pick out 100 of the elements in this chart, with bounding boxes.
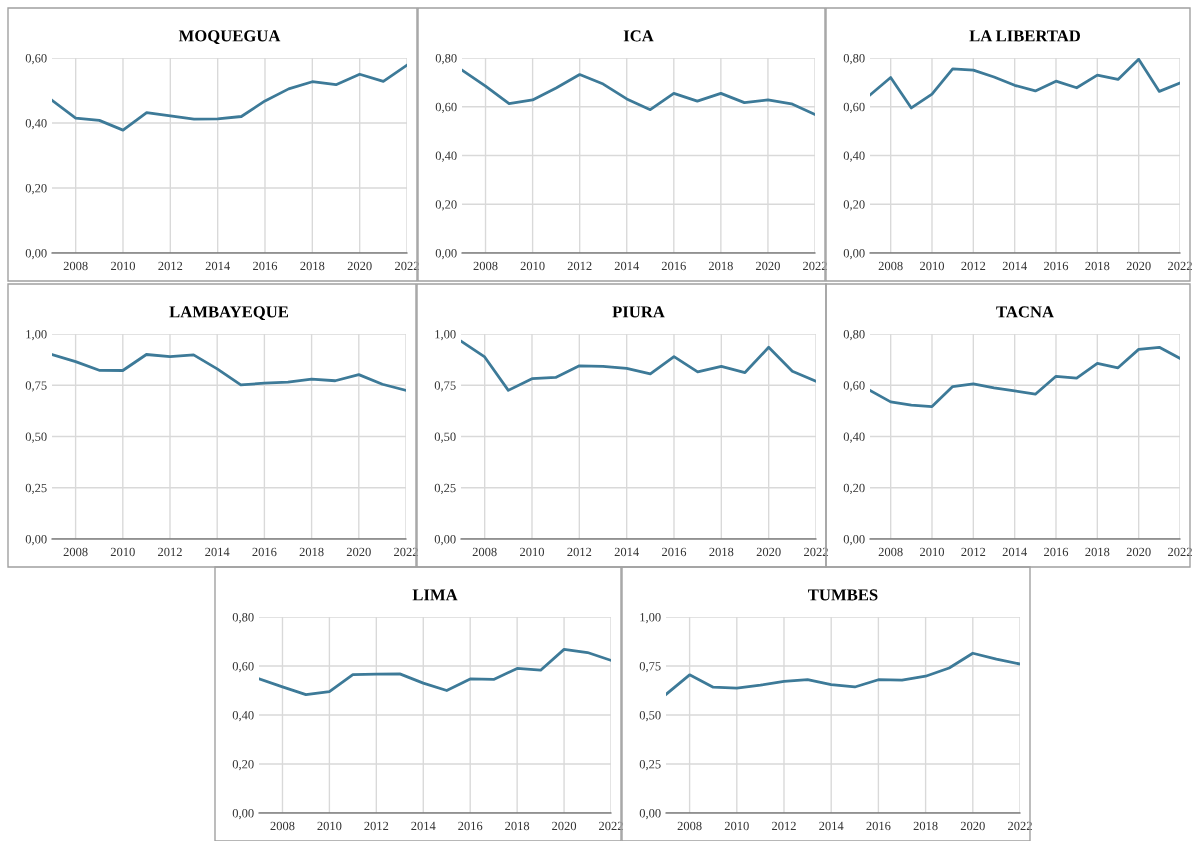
y-tick-label: 0,50 bbox=[639, 711, 661, 722]
y-tick-label: 0,00 bbox=[232, 809, 254, 820]
y-tick-label: 0,40 bbox=[232, 711, 254, 722]
x-tick-label: 2020 bbox=[755, 261, 780, 271]
y-tick-label: 0,75 bbox=[25, 381, 47, 392]
x-tick-label: 2008 bbox=[878, 547, 903, 557]
y-tick-label: 0,60 bbox=[435, 102, 457, 114]
x-tick-label: 2012 bbox=[364, 821, 389, 831]
y-tick-label: 1,00 bbox=[26, 330, 47, 341]
x-tick-label: 2012 bbox=[158, 547, 182, 557]
x-tick-label: 2012 bbox=[961, 261, 986, 271]
x-tick-label: 2020 bbox=[347, 261, 372, 271]
x-tick-label: 2008 bbox=[473, 261, 498, 271]
chart-title: MOQUEGUA bbox=[178, 30, 281, 45]
x-tick-label: 2012 bbox=[772, 821, 796, 831]
x-tick-label: 2018 bbox=[505, 821, 530, 831]
y-tick-label: 0,20 bbox=[843, 483, 865, 495]
y-tick-label: 0,75 bbox=[434, 381, 456, 392]
chart-title: TUMBES bbox=[808, 589, 878, 601]
y-tick-label: 0,00 bbox=[843, 249, 865, 260]
line-series bbox=[259, 647, 611, 697]
x-tick-label: 2018 bbox=[708, 261, 733, 271]
x-tick-label: 2014 bbox=[205, 261, 230, 271]
y-tick-label: 0,60 bbox=[232, 662, 254, 673]
line-series bbox=[870, 345, 1180, 408]
x-tick-label: 2012 bbox=[567, 547, 592, 557]
x-tick-label: 2010 bbox=[111, 261, 136, 271]
y-tick-label: 0,00 bbox=[25, 535, 47, 546]
x-tick-label: 2010 bbox=[317, 821, 342, 831]
x-tick-label: 2018 bbox=[300, 261, 325, 271]
x-tick-label: 2016 bbox=[1044, 547, 1069, 557]
y-tick-label: 0,60 bbox=[843, 102, 865, 114]
x-tick-label: 2020 bbox=[552, 821, 577, 831]
line-series bbox=[462, 68, 815, 116]
chart-title: PIURA bbox=[612, 306, 665, 318]
x-tick-label: 2014 bbox=[614, 261, 640, 271]
x-tick-label: 2022 bbox=[1168, 261, 1192, 271]
x-tick-label: 2010 bbox=[520, 547, 545, 557]
line-series bbox=[52, 353, 406, 392]
y-tick-label: 1,00 bbox=[435, 330, 456, 341]
y-tick-label: 0,20 bbox=[232, 760, 254, 771]
y-tick-label: 0,00 bbox=[25, 249, 47, 260]
x-tick-label: 2020 bbox=[346, 547, 371, 557]
y-tick-label: 0,75 bbox=[639, 662, 661, 673]
x-tick-label: 2022 bbox=[1168, 547, 1192, 557]
x-tick-label: 2010 bbox=[920, 261, 945, 271]
x-tick-label: 2016 bbox=[252, 547, 277, 557]
y-tick-label: 0,00 bbox=[639, 809, 661, 820]
y-tick-label: 0,50 bbox=[434, 432, 456, 443]
chart-title: TACNA bbox=[996, 306, 1054, 318]
x-tick-label: 2020 bbox=[960, 821, 985, 831]
y-tick-label: 0,40 bbox=[25, 119, 47, 130]
y-tick-label: 0,80 bbox=[843, 330, 865, 341]
x-tick-label: 2020 bbox=[1126, 261, 1151, 271]
y-tick-label: 0,40 bbox=[843, 432, 865, 443]
y-tick-label: 0,00 bbox=[434, 535, 456, 546]
x-tick-label: 2014 bbox=[1002, 547, 1027, 557]
x-tick-label: 2016 bbox=[866, 821, 891, 831]
x-tick-label: 2018 bbox=[709, 547, 734, 557]
y-tick-label: 0,40 bbox=[843, 151, 865, 162]
x-tick-label: 2018 bbox=[1085, 261, 1110, 271]
x-tick-label: 2008 bbox=[270, 821, 295, 831]
x-tick-label: 2014 bbox=[411, 821, 436, 831]
y-tick-label: 1,00 bbox=[640, 613, 661, 624]
y-tick-label: 0,25 bbox=[639, 760, 661, 771]
x-tick-label: 2020 bbox=[756, 547, 781, 557]
x-tick-label: 2014 bbox=[205, 547, 230, 557]
x-tick-label: 2022 bbox=[803, 261, 827, 271]
line-series bbox=[461, 339, 816, 392]
x-tick-label: 2010 bbox=[110, 547, 135, 557]
x-tick-label: 2008 bbox=[677, 821, 702, 831]
x-tick-label: 2014 bbox=[819, 821, 844, 831]
x-tick-label: 2022 bbox=[804, 547, 828, 557]
x-tick-label: 2016 bbox=[661, 261, 686, 271]
y-tick-label: 0,50 bbox=[25, 432, 47, 443]
y-tick-label: 0,00 bbox=[843, 535, 865, 546]
chart-title: LA LIBERTAD bbox=[969, 30, 1081, 42]
x-tick-label: 2012 bbox=[567, 261, 592, 271]
line-series bbox=[52, 63, 407, 132]
chart-title: ICA bbox=[623, 30, 654, 42]
y-tick-label: 0,80 bbox=[435, 54, 457, 65]
y-tick-label: 0,20 bbox=[25, 184, 47, 195]
x-tick-label: 2022 bbox=[395, 261, 419, 271]
x-tick-label: 2022 bbox=[599, 821, 623, 831]
x-tick-label: 2012 bbox=[158, 261, 183, 271]
x-tick-label: 2008 bbox=[472, 547, 497, 557]
x-tick-label: 2010 bbox=[920, 547, 945, 557]
x-tick-label: 2020 bbox=[1126, 547, 1151, 557]
x-tick-label: 2016 bbox=[662, 547, 687, 557]
y-tick-label: 0,20 bbox=[843, 200, 865, 211]
y-tick-label: 0,80 bbox=[232, 613, 254, 624]
x-tick-label: 2018 bbox=[913, 821, 938, 831]
y-tick-label: 0,40 bbox=[435, 151, 457, 162]
y-tick-label: 0,60 bbox=[843, 381, 865, 392]
y-tick-label: 0,60 bbox=[25, 54, 47, 65]
x-tick-label: 2012 bbox=[961, 547, 986, 557]
y-tick-label: 0,80 bbox=[843, 54, 865, 65]
y-tick-label: 0,20 bbox=[435, 200, 457, 211]
x-tick-label: 2016 bbox=[458, 821, 483, 831]
x-tick-label: 2008 bbox=[63, 547, 88, 557]
